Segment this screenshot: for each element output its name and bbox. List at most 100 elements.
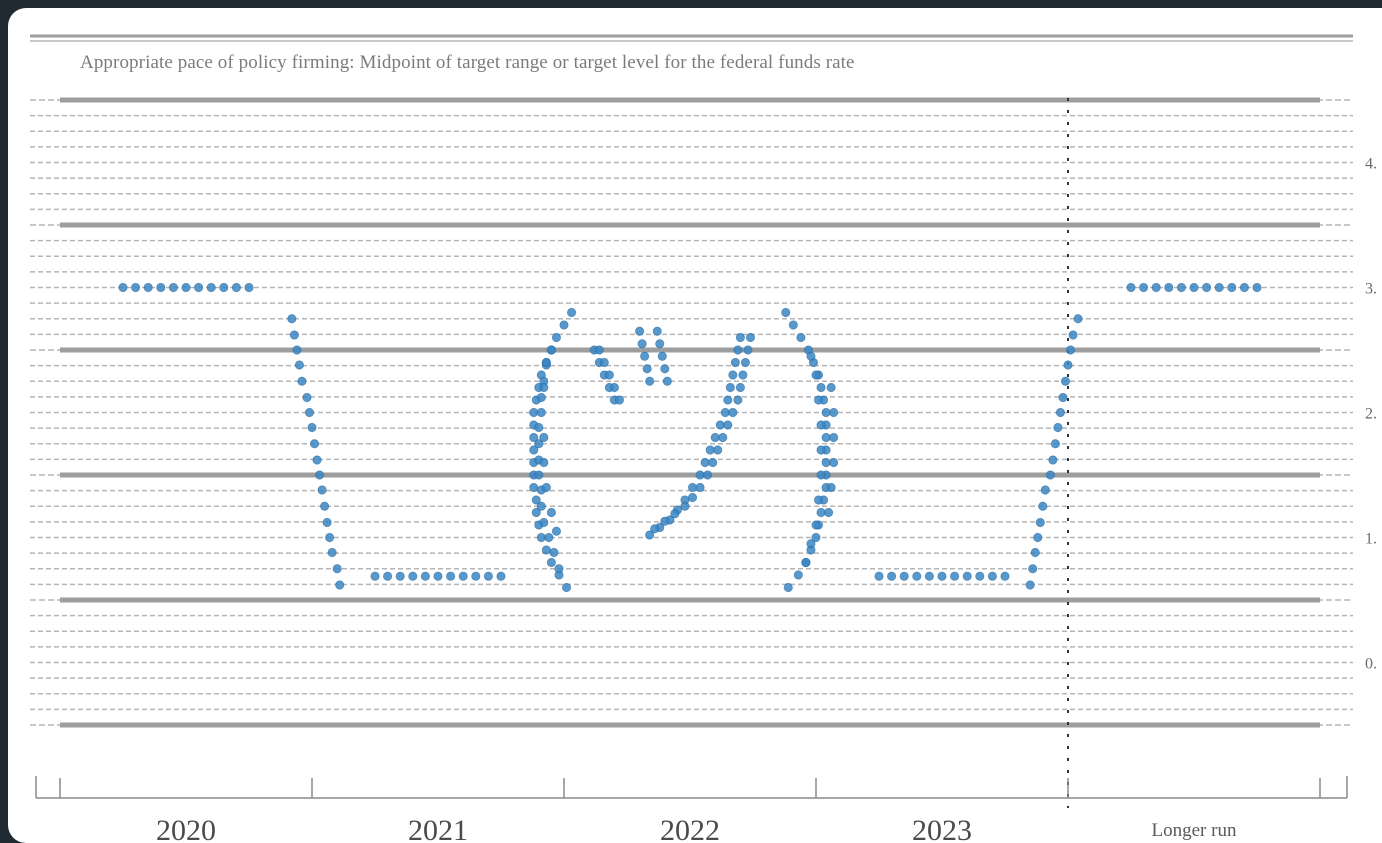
dot-marker xyxy=(680,501,690,511)
dot-marker xyxy=(700,457,710,468)
dot-marker xyxy=(816,507,826,518)
dot-marker xyxy=(733,395,743,405)
dot-marker xyxy=(811,520,821,530)
dot-marker xyxy=(1033,532,1043,543)
y-tick-label: 4. xyxy=(1365,156,1377,173)
dot-marker xyxy=(738,370,748,380)
dot-marker xyxy=(156,282,166,293)
dot-marker xyxy=(655,339,665,349)
dot-marker xyxy=(745,332,756,343)
dot-marker xyxy=(811,532,821,543)
dot-marker xyxy=(642,364,652,374)
dot-marker xyxy=(302,392,312,403)
dot-marker xyxy=(687,482,698,493)
dot-marker xyxy=(1028,564,1038,574)
dot-marker xyxy=(718,432,728,443)
dot-marker xyxy=(695,470,705,480)
dot-marker xyxy=(408,571,418,581)
dot-marker xyxy=(118,282,128,293)
dot-marker xyxy=(335,580,345,590)
dot-marker xyxy=(554,564,564,574)
dot-marker xyxy=(806,351,816,361)
dot-marker xyxy=(471,571,481,581)
dot-marker xyxy=(420,571,430,581)
dot-marker xyxy=(534,439,544,449)
dot-marker xyxy=(1030,547,1040,558)
dot-marker xyxy=(1055,407,1066,418)
dot-marker xyxy=(287,314,297,324)
dots-layer xyxy=(118,282,1262,593)
dot-marker xyxy=(604,370,614,380)
dot-marker xyxy=(1053,422,1063,433)
dot-marker xyxy=(829,457,839,468)
dot-marker xyxy=(168,282,178,293)
dot-marker xyxy=(539,457,549,468)
dot-marker xyxy=(826,482,836,493)
dot-marker xyxy=(1060,376,1071,386)
dot-marker xyxy=(735,382,746,393)
dot-marker xyxy=(483,571,493,581)
y-tick-labels: 4. 3. 2. 1. 0. xyxy=(1365,156,1377,673)
dot-marker xyxy=(433,571,443,581)
dot-marker xyxy=(874,571,884,581)
dot-marker xyxy=(304,407,315,418)
dot-marker xyxy=(307,422,317,433)
dot-marker xyxy=(829,407,839,418)
dot-marker xyxy=(292,345,302,355)
dot-marker xyxy=(539,382,549,393)
x-category-label: 2020 xyxy=(156,814,216,843)
dot-marker xyxy=(143,282,153,293)
dot-marker xyxy=(231,282,241,293)
dot-marker xyxy=(1139,282,1149,293)
dot-marker xyxy=(728,407,738,418)
dot-marker xyxy=(783,582,793,593)
dot-marker xyxy=(705,445,715,455)
dot-marker xyxy=(536,392,546,403)
dot-marker xyxy=(816,420,826,430)
dot-marker xyxy=(1176,282,1187,293)
dot-marker xyxy=(829,432,839,443)
dot-marker xyxy=(327,547,337,558)
dot-marker xyxy=(640,351,650,361)
dot-marker xyxy=(1025,580,1035,590)
dot-marker xyxy=(1151,282,1161,293)
dot-marker xyxy=(1164,282,1174,293)
dot-marker xyxy=(317,485,327,495)
dot-marker xyxy=(332,564,342,574)
dot-marker xyxy=(1252,282,1262,293)
dot-marker xyxy=(713,445,723,455)
dot-marker xyxy=(975,571,985,581)
dot-marker xyxy=(181,282,191,293)
dot-marker xyxy=(609,382,620,393)
dot-marker xyxy=(534,470,544,480)
dot-marker xyxy=(1073,314,1083,324)
dot-marker xyxy=(546,507,557,518)
dot-marker xyxy=(949,571,960,581)
dot-marker xyxy=(541,357,551,368)
dot-marker xyxy=(529,407,539,418)
dot-marker xyxy=(801,557,811,568)
dot-marker xyxy=(728,370,738,380)
dot-marker xyxy=(1050,439,1061,449)
dot-marker xyxy=(645,376,655,386)
dot-marker xyxy=(793,570,803,580)
dot-marker xyxy=(637,339,647,349)
x-axis xyxy=(35,776,1348,799)
dot-marker xyxy=(1189,282,1199,293)
dot-marker xyxy=(687,492,698,503)
dot-marker xyxy=(1214,282,1224,293)
dot-marker xyxy=(1227,282,1237,293)
dot-marker xyxy=(395,571,405,581)
dot-marker xyxy=(551,332,562,343)
y-tick-label: 3. xyxy=(1365,281,1377,298)
dot-marker xyxy=(544,532,554,543)
dot-marker xyxy=(546,345,557,355)
dot-marker xyxy=(1239,282,1250,293)
dot-marker xyxy=(733,345,743,355)
dot-marker xyxy=(813,395,824,405)
dot-marker xyxy=(531,507,541,518)
dot-marker xyxy=(730,357,740,368)
dot-marker xyxy=(813,495,824,505)
dot-marker xyxy=(534,422,544,433)
dot-marker xyxy=(816,470,826,480)
